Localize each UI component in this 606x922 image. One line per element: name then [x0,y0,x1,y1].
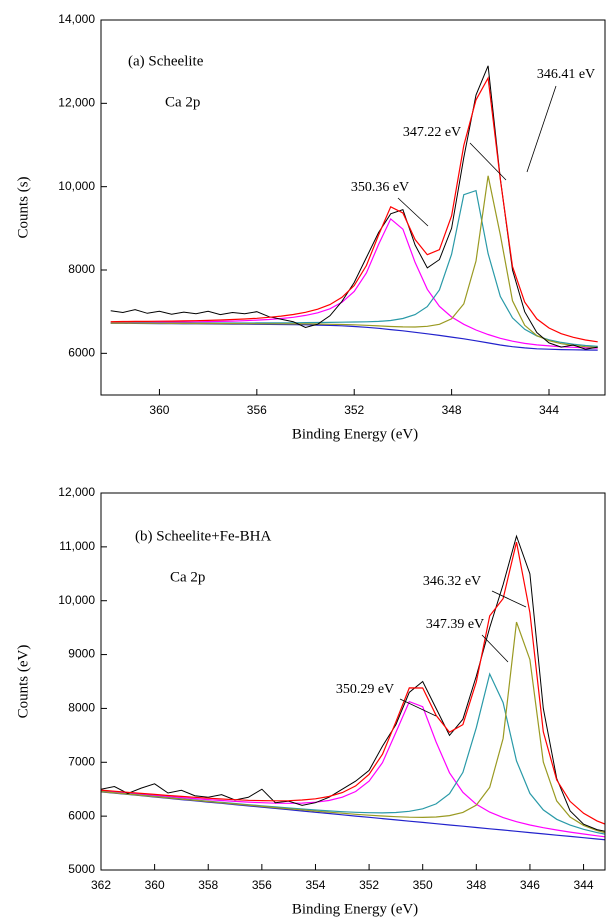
panel-subtitle: Ca 2p [170,569,205,585]
peak-annotation: 346.32 eV [423,574,481,589]
y-tick-label: 12,000 [58,485,95,499]
plot-area [101,534,605,841]
x-tick-label: 362 [91,878,111,892]
x-tick-label: 354 [305,878,325,892]
x-axis-label: Binding Energy (eV) [292,426,418,442]
y-tick-label: 7000 [68,754,95,768]
x-tick-label: 352 [359,878,379,892]
x-tick-label: 360 [149,403,169,417]
y-tick-label: 8000 [68,262,95,276]
peak-annotation: 346.41 eV [537,67,595,82]
annotation-arrow [481,634,509,663]
x-tick-label: 350 [413,878,433,892]
y-tick-label: 11,000 [59,539,95,553]
x-tick-label: 356 [247,403,267,417]
series-line [110,175,598,349]
plot-frame [100,492,606,871]
series-line [101,700,605,838]
x-tick-label: 356 [252,878,272,892]
series-line [101,541,605,825]
plot-area [110,65,598,351]
series-line [101,534,605,832]
annotation-arrow [469,142,507,181]
x-tick-label: 344 [574,878,594,892]
plot-frame [100,19,606,396]
series-line [110,217,598,349]
series-line [101,621,605,834]
series-line [101,672,605,835]
x-tick-label: 348 [442,403,462,417]
panel-title: (a) Scheelite [128,53,204,69]
peak-annotation: 347.39 eV [426,617,484,632]
x-tick-label: 358 [198,878,218,892]
annotation-arrow [397,197,429,227]
x-tick-label: 360 [145,878,165,892]
y-tick-label: 8000 [68,701,95,715]
annotation-arrow [491,590,527,608]
y-tick-label: 14,000 [58,12,95,26]
annotation-arrow [526,85,557,173]
y-tick-label: 6000 [68,808,95,822]
peak-annotation: 347.22 eV [403,125,461,140]
series-line [110,76,598,343]
series-line [110,322,598,351]
x-tick-label: 344 [539,403,559,417]
y-tick-label: 9000 [68,647,95,661]
y-tick-label: 10,000 [58,179,95,193]
annotation-arrow [399,698,437,717]
panel-title: (b) Scheelite+Fe-BHA [135,528,272,544]
peak-annotation: 350.29 eV [336,682,394,697]
series-line [110,65,598,350]
x-axis-label: Binding Energy (eV) [292,901,418,917]
x-tick-label: 352 [344,403,364,417]
panel-subtitle: Ca 2p [165,94,200,110]
y-axis-label: Counts (s) [15,176,31,238]
y-tick-label: 6000 [68,346,95,360]
y-tick-label: 12,000 [58,96,95,110]
x-tick-label: 346 [520,878,540,892]
x-tick-label: 348 [466,878,486,892]
y-axis-label: Counts (eV) [15,645,31,719]
y-tick-label: 10,000 [58,593,95,607]
peak-annotation: 350.36 eV [351,180,409,195]
y-tick-label: 5000 [68,862,95,876]
